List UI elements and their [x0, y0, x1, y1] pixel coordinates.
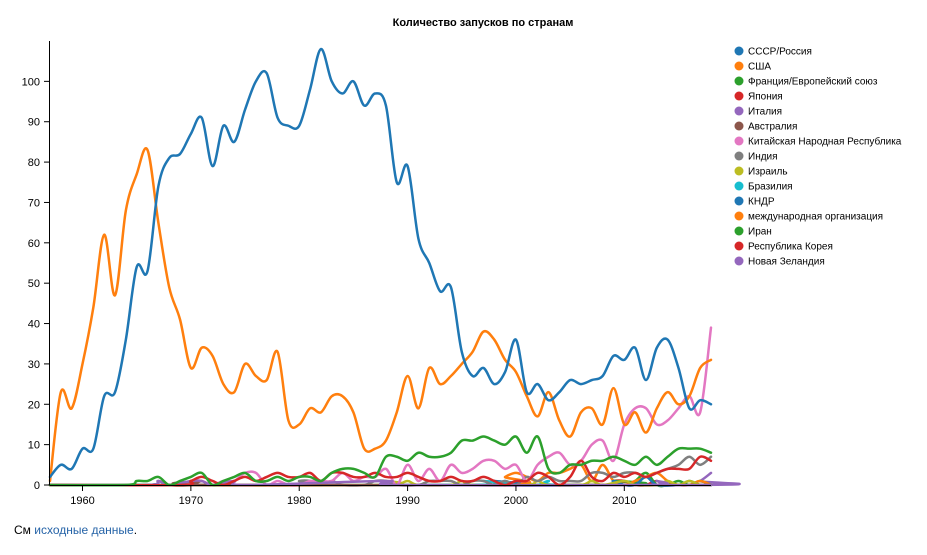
- x-tick-label: 1980: [287, 495, 311, 507]
- x-tick: 2010: [612, 485, 637, 507]
- legend-label: Япония: [748, 92, 783, 103]
- legend-item: Франция/Европейский союз: [734, 76, 878, 88]
- legend-item: СССР/Россия: [734, 46, 812, 58]
- y-tick-label: 60: [28, 238, 40, 250]
- legend-label: Австралия: [748, 122, 797, 133]
- legend-swatch: [734, 256, 744, 266]
- legend-label: Индия: [748, 152, 778, 163]
- x-tick-label: 2010: [612, 495, 636, 507]
- y-tick: 20: [28, 399, 50, 411]
- legend: СССР/Россия США Франция/Европейский союз Яп…: [734, 46, 902, 268]
- y-tick-label: 10: [28, 440, 40, 452]
- x-tick: 1970: [179, 485, 203, 507]
- legend-swatch: [734, 181, 744, 191]
- y-tick: 100: [22, 76, 50, 88]
- legend-swatch: [734, 46, 744, 56]
- y-tick: 30: [28, 359, 50, 371]
- y-tick-label: 80: [28, 157, 40, 169]
- x-axis: 1960 1970 1980 1990 2000 2010: [50, 485, 711, 507]
- legend-label: Иран: [748, 227, 772, 238]
- legend-swatch: [734, 151, 744, 161]
- legend-swatch: [734, 211, 744, 221]
- legend-swatch: [734, 91, 744, 101]
- y-axis: 0 10 20 30 40 50 60 70 80 90 100: [22, 41, 50, 492]
- x-tick: 1960: [70, 485, 95, 507]
- y-tick: 60: [28, 238, 50, 250]
- y-tick: 0: [34, 480, 50, 492]
- y-tick-label: 40: [28, 319, 40, 331]
- legend-item: Япония: [734, 91, 783, 103]
- legend-swatch: [734, 226, 744, 236]
- legend-item: Италия: [734, 106, 782, 118]
- series-line-7: [48, 326, 713, 487]
- y-tick: 40: [28, 319, 50, 331]
- legend-swatch: [734, 61, 744, 71]
- chart-title: Количество запусков по странам: [393, 17, 574, 29]
- legend-item: Австралия: [734, 121, 797, 133]
- legend-item: Индия: [734, 151, 778, 163]
- y-tick-label: 30: [28, 359, 40, 371]
- plot-area: [48, 47, 741, 488]
- legend-label: Бразилия: [748, 182, 793, 193]
- x-tick-label: 1990: [395, 495, 419, 507]
- legend-label: международная организация: [748, 212, 883, 223]
- legend-swatch: [734, 76, 744, 86]
- legend-item: Иран: [734, 226, 772, 238]
- legend-item: Новая Зеландия: [734, 256, 825, 268]
- x-tick: 2000: [504, 485, 528, 507]
- legend-label: Франция/Европейский союз: [748, 77, 878, 88]
- series-line-2: [48, 147, 713, 483]
- legend-item: Бразилия: [734, 181, 793, 193]
- y-tick-label: 90: [28, 117, 40, 129]
- y-tick: 80: [28, 157, 50, 169]
- legend-label: Республика Корея: [748, 241, 833, 253]
- legend-item: Республика Корея: [734, 241, 833, 253]
- x-tick-label: 1970: [179, 495, 203, 507]
- y-tick-label: 70: [28, 197, 40, 209]
- legend-label: СССР/Россия: [748, 47, 812, 58]
- x-tick-label: 1960: [70, 495, 94, 507]
- legend-label: Италия: [748, 107, 782, 118]
- x-tick: 1980: [287, 485, 311, 507]
- y-tick: 70: [28, 197, 50, 209]
- legend-label: КНДР: [748, 197, 775, 208]
- legend-label: Китайская Народная Республика: [748, 136, 902, 148]
- legend-swatch: [734, 106, 744, 116]
- source-note: См исходные данные.: [14, 523, 137, 537]
- x-tick: 1990: [395, 485, 420, 507]
- legend-label: Новая Зеландия: [748, 257, 825, 268]
- series-line-5: [48, 479, 713, 487]
- legend-label: США: [748, 62, 771, 73]
- legend-swatch: [734, 136, 744, 146]
- source-prefix: См: [14, 523, 35, 537]
- y-tick: 50: [28, 278, 50, 290]
- source-data-link[interactable]: исходные данные: [34, 523, 134, 537]
- legend-label: Израиль: [748, 167, 788, 178]
- legend-swatch: [734, 121, 744, 131]
- y-tick-label: 20: [28, 399, 40, 411]
- y-tick-label: 0: [34, 480, 40, 492]
- legend-swatch: [734, 196, 744, 206]
- legend-item: Китайская Народная Республика: [734, 136, 902, 148]
- legend-item: международная организация: [734, 211, 883, 223]
- legend-item: США: [734, 61, 771, 73]
- y-tick: 90: [28, 117, 50, 129]
- legend-swatch: [734, 166, 744, 176]
- y-tick-label: 100: [22, 76, 40, 88]
- legend-item: Израиль: [734, 166, 788, 178]
- launches-chart: Количество запусков по странам 1960 1970 1…: [22, 17, 902, 507]
- x-tick-label: 2000: [504, 495, 528, 507]
- legend-swatch: [734, 241, 744, 251]
- legend-item: КНДР: [734, 196, 775, 208]
- y-tick-label: 50: [28, 278, 40, 290]
- series-line-1: [48, 47, 713, 479]
- source-suffix: .: [133, 523, 138, 537]
- y-tick: 10: [28, 440, 50, 452]
